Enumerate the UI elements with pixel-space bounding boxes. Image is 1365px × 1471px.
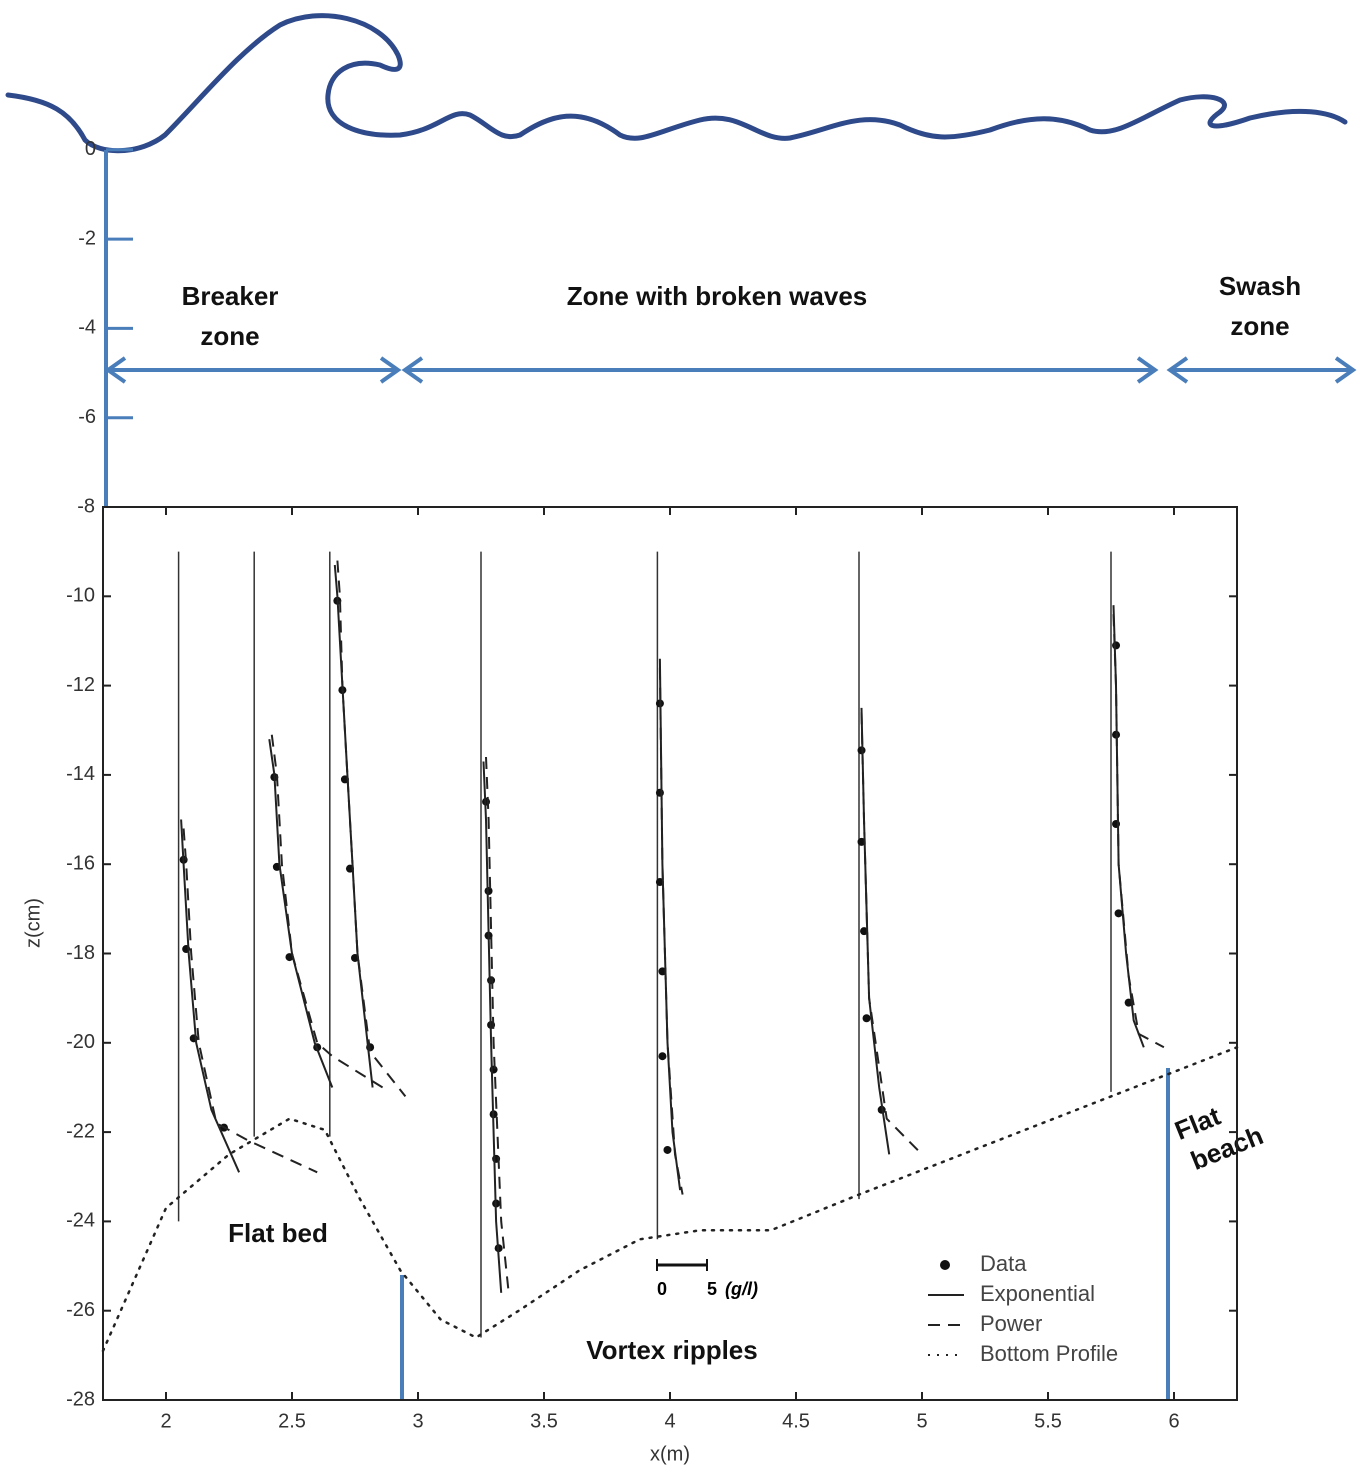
annotation: Vortex ripples: [586, 1335, 757, 1365]
legend-label: Exponential: [980, 1281, 1095, 1306]
data-point: [857, 837, 866, 846]
y-tick-label: -18: [66, 942, 95, 964]
zone-arrows: [104, 356, 1357, 384]
y-tick-label: -14: [66, 763, 95, 785]
x-tick-label: 6: [1168, 1410, 1179, 1432]
y-tick-label: -8: [77, 495, 95, 517]
y-tick-label: -12: [66, 674, 95, 696]
scale-bar-label: 5: [707, 1279, 717, 1299]
x-axis-label: x(m): [650, 1443, 690, 1465]
scale-bar-unit: (g/l): [725, 1279, 758, 1299]
series-line: [182, 560, 1165, 1293]
y-tick-label: -20: [66, 1031, 95, 1053]
data-point: [1114, 909, 1123, 918]
annotation: Flat bed: [228, 1218, 328, 1248]
y-tick-label: -28: [66, 1388, 95, 1410]
annotation: Breaker: [182, 281, 279, 311]
x-tick-label: 3: [412, 1410, 423, 1432]
legend-marker: [940, 1260, 950, 1270]
series-line: [101, 1046, 1239, 1353]
annotation: Zone with broken waves: [567, 281, 868, 311]
y-axis-label: z(cm): [22, 898, 44, 948]
zone-dividers: [400, 1068, 1170, 1400]
data-point: [655, 788, 664, 797]
upper-y-tick-label: -4: [78, 317, 96, 339]
series-line: [180, 564, 1145, 1293]
annotation-group: Flat beach: [1170, 1101, 1267, 1176]
legend-label: Bottom Profile: [980, 1341, 1118, 1366]
annotation: Swash: [1219, 271, 1301, 301]
x-tick-label: 2.5: [278, 1410, 306, 1432]
y-tick-label: -22: [66, 1120, 95, 1142]
data-point: [663, 1145, 672, 1154]
legend-label: Data: [980, 1251, 1027, 1276]
x-tick-label: 4.5: [782, 1410, 810, 1432]
y-tick-label: -24: [66, 1210, 95, 1232]
wave: [5, 13, 1348, 154]
data-point: [487, 976, 496, 985]
annotation: zone: [200, 321, 259, 351]
x-tick-label: 3.5: [530, 1410, 558, 1432]
upper-y-tick-label: 0: [85, 138, 96, 160]
y-tick-label: -26: [66, 1299, 95, 1321]
upper-y-tick-label: -6: [78, 406, 96, 428]
data-point: [860, 927, 869, 936]
annotation: zone: [1230, 311, 1289, 341]
data-point: [658, 1052, 667, 1061]
legend-label: Power: [980, 1311, 1042, 1336]
data-point: [1112, 641, 1121, 650]
upper-y-tick-label: -2: [78, 227, 96, 249]
x-tick-label: 5: [916, 1410, 927, 1432]
scale-bar-label: 0: [657, 1279, 667, 1299]
x-tick-label: 5.5: [1034, 1410, 1062, 1432]
data-point: [862, 1014, 871, 1023]
y-tick-label: -16: [66, 852, 95, 874]
x-tick-label: 2: [160, 1410, 171, 1432]
y-tick-label: -10: [66, 585, 95, 607]
x-tick-label: 4: [664, 1410, 675, 1432]
